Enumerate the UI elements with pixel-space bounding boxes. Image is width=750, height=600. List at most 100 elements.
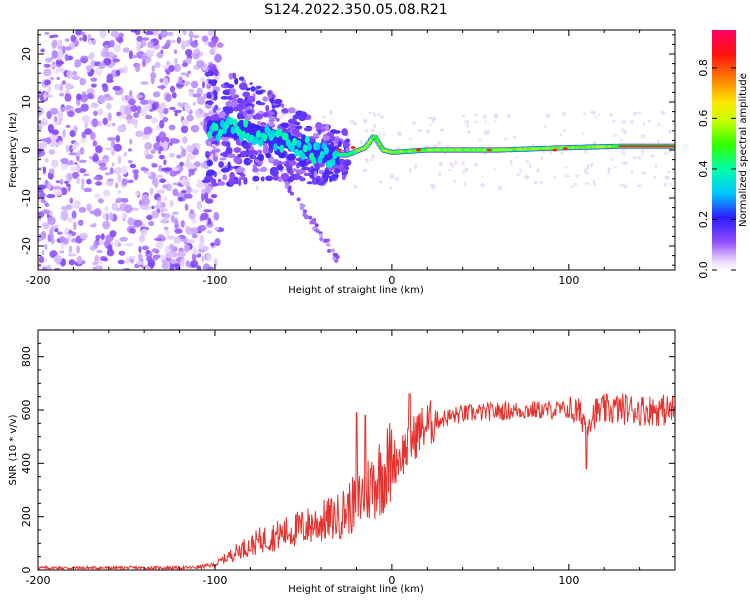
noise-blob	[105, 96, 114, 101]
branch-blob	[332, 256, 337, 261]
turbulent-blob	[242, 91, 251, 98]
noise-blob	[124, 107, 132, 116]
spectrogram-image	[38, 30, 675, 270]
speckle	[378, 132, 381, 138]
trail-core	[367, 141, 371, 144]
turbulent-blob	[281, 108, 289, 114]
noise-blob	[127, 148, 133, 152]
branch-blob	[325, 242, 330, 247]
noise-blob	[60, 106, 66, 112]
trail-mid	[296, 139, 302, 148]
noise-blob	[170, 258, 177, 265]
speckle	[630, 119, 634, 124]
noise-blob	[67, 110, 75, 118]
turbulent-blob	[212, 182, 219, 187]
colorbar-tick-label: 0.2	[697, 211, 710, 229]
speckle	[575, 174, 579, 178]
noise-blob	[65, 104, 72, 110]
noise-blob	[212, 38, 219, 43]
trail-core	[377, 143, 382, 146]
noise-blob	[159, 112, 164, 119]
noise-blob	[173, 236, 182, 244]
turbulent-blob	[218, 111, 227, 120]
noise-blob	[49, 35, 54, 39]
noise-blob	[51, 50, 58, 59]
speckle	[560, 151, 564, 155]
trail-mid	[213, 123, 219, 132]
turbulent-blob	[317, 128, 321, 136]
noise-blob	[61, 80, 67, 85]
noise-blob	[60, 157, 69, 164]
noise-blob	[144, 142, 153, 150]
noise-blob	[78, 159, 87, 163]
turbulent-blob	[292, 173, 301, 181]
turbulent-blob	[313, 163, 320, 168]
trail-mid	[217, 128, 223, 137]
noise-blob	[207, 266, 214, 270]
noise-blob	[164, 228, 170, 236]
speckle	[482, 114, 487, 120]
noise-blob	[94, 193, 101, 198]
colorbar-tick-label: 0.8	[697, 59, 710, 77]
noise-blob	[47, 182, 52, 190]
speckle	[426, 129, 430, 134]
speckle	[454, 160, 458, 165]
turbulent-blob	[225, 146, 233, 155]
noise-blob	[186, 239, 195, 244]
noise-blob	[57, 110, 64, 119]
noise-blob	[115, 182, 119, 189]
noise-blob	[192, 247, 197, 255]
speckle	[585, 182, 589, 185]
noise-blob	[199, 234, 204, 243]
noise-blob	[180, 190, 187, 194]
noise-blob	[80, 57, 88, 64]
noise-blob	[97, 95, 106, 104]
turbulent-blob	[243, 177, 248, 185]
noise-blob	[191, 233, 198, 239]
noise-blob	[80, 184, 85, 190]
noise-blob	[184, 103, 191, 113]
noise-blob	[201, 35, 209, 43]
turbulent-blob	[228, 106, 234, 114]
speckle	[484, 130, 488, 136]
noise-blob	[173, 49, 178, 55]
noise-blob	[167, 31, 174, 36]
noise-blob	[121, 165, 128, 175]
trail-mid	[207, 131, 213, 139]
branch-blob	[299, 203, 304, 207]
noise-blob	[103, 57, 112, 66]
speckle	[565, 175, 570, 178]
noise-blob	[197, 243, 205, 250]
turbulent-blob	[206, 169, 216, 176]
noise-blob	[162, 184, 169, 189]
noise-blob	[95, 234, 102, 240]
noise-blob	[131, 105, 138, 112]
noise-blob	[205, 198, 214, 204]
speckle	[614, 165, 617, 169]
noise-blob	[162, 77, 169, 87]
speckle	[464, 120, 470, 124]
noise-blob	[141, 197, 151, 206]
turbulent-blob	[255, 90, 264, 95]
noise-blob	[76, 255, 83, 265]
noise-blob	[51, 159, 59, 168]
trail-mid	[330, 158, 336, 167]
noise-blob	[134, 63, 141, 72]
speckle	[622, 129, 627, 135]
noise-blob	[105, 147, 113, 151]
noise-blob	[134, 191, 140, 197]
noise-blob	[87, 33, 92, 39]
trail-mid	[241, 130, 247, 139]
noise-blob	[105, 213, 109, 222]
trail-hot-spot	[552, 148, 558, 152]
noise-blob	[114, 89, 124, 96]
speckle	[663, 182, 667, 187]
speckle	[466, 124, 469, 128]
speckle	[379, 180, 383, 184]
colorbar-ticks: 0.0 0.2 0.4 0.6 0.8	[697, 59, 736, 279]
speckle	[545, 113, 551, 118]
noise-blob	[79, 37, 83, 41]
speckle	[352, 122, 358, 126]
noise-blob	[68, 253, 77, 257]
